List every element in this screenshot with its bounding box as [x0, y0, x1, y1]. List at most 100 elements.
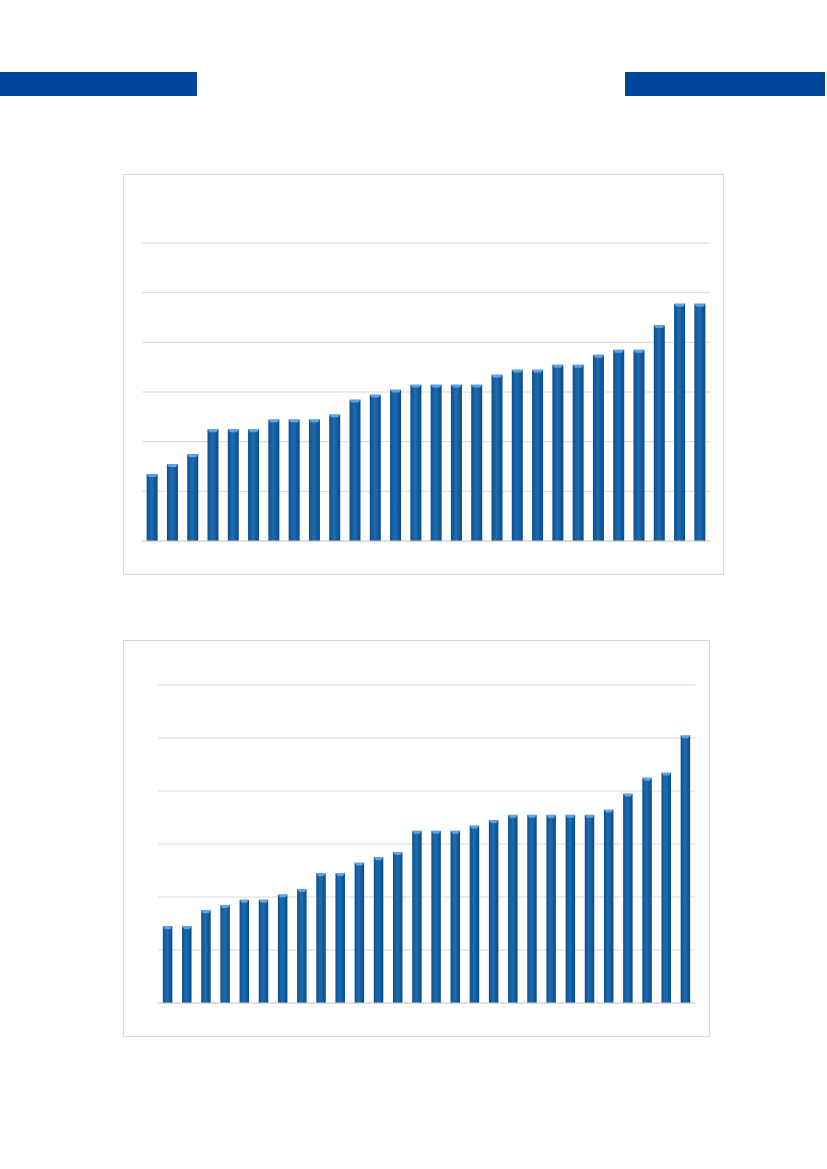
bar-cap: [412, 830, 422, 834]
bar: [584, 814, 595, 1003]
header-bar-left: [0, 72, 197, 96]
bar-cap: [572, 364, 584, 368]
bar: [277, 894, 288, 1003]
bar: [201, 910, 211, 1003]
bar-cap: [642, 777, 652, 781]
bar-cap: [584, 814, 595, 818]
bar: [220, 904, 230, 1003]
bar-cap: [623, 793, 633, 797]
bar: [390, 389, 402, 541]
bar-cap: [653, 324, 665, 328]
bar-cap: [546, 814, 556, 818]
bar: [239, 899, 250, 1003]
bar: [166, 464, 178, 541]
bar: [297, 889, 307, 1003]
bar: [392, 851, 403, 1003]
bar-cap: [488, 820, 499, 824]
bar: [373, 857, 384, 1003]
bar: [162, 926, 173, 1003]
bar-cap: [354, 862, 365, 866]
bar: [316, 873, 326, 1003]
bar-cap: [297, 889, 307, 893]
bar: [527, 814, 537, 1003]
bar-cap: [288, 419, 300, 423]
bar: [491, 374, 503, 541]
bar: [572, 364, 584, 541]
bar-cap: [431, 830, 441, 834]
bar: [603, 809, 614, 1003]
bar: [552, 364, 564, 541]
bar-cap: [258, 899, 269, 903]
bar: [369, 394, 381, 541]
bar: [613, 349, 625, 541]
bar: [642, 777, 652, 1003]
bar: [469, 825, 480, 1003]
bar: [268, 419, 280, 541]
bar: [430, 384, 442, 541]
bar: [248, 429, 260, 541]
bar-cap: [633, 349, 645, 353]
bar-cap: [592, 354, 604, 358]
bar-cap: [308, 419, 320, 423]
bar: [308, 419, 320, 541]
bar-cap: [552, 364, 564, 368]
bar: [450, 384, 462, 541]
bar: [508, 814, 518, 1003]
bar-cap: [471, 384, 483, 388]
bar-cap: [207, 429, 219, 433]
bar-cap: [565, 814, 576, 818]
bar-cap: [603, 809, 614, 813]
bar: [623, 793, 633, 1003]
bar-cap: [369, 394, 381, 398]
bar-cap: [316, 873, 326, 877]
bar-cap: [508, 814, 518, 818]
bar: [412, 830, 422, 1003]
bar-cap: [511, 369, 523, 373]
bar: [258, 899, 269, 1003]
bar-cap: [373, 857, 384, 861]
bar-cap: [469, 825, 480, 829]
bar: [182, 926, 192, 1003]
bar-cap: [162, 926, 173, 930]
bar: [680, 735, 691, 1003]
bar-chart-1: [123, 174, 724, 575]
bar-cap: [146, 473, 158, 477]
bar-cap: [277, 894, 288, 898]
bar: [335, 873, 345, 1003]
bar-cap: [201, 910, 211, 914]
bar: [565, 814, 576, 1003]
bar: [349, 399, 361, 541]
bar-cap: [268, 419, 280, 423]
bar: [146, 473, 158, 541]
bar-cap: [674, 303, 686, 307]
bar-cap: [613, 349, 625, 353]
bar-cap: [239, 899, 250, 903]
bar-cap: [661, 772, 671, 776]
header-bar-right: [625, 72, 825, 96]
bar: [471, 384, 483, 541]
bar-cap: [182, 926, 192, 930]
bar: [653, 324, 665, 541]
bar-cap: [694, 303, 706, 307]
bar: [450, 830, 461, 1003]
bar: [633, 349, 645, 541]
bar: [592, 354, 604, 541]
bar: [187, 454, 199, 541]
bar-cap: [187, 454, 199, 458]
bar: [410, 384, 422, 541]
bar-cap: [532, 369, 544, 373]
bar-cap: [329, 414, 341, 418]
bar-cap: [450, 384, 462, 388]
bar-cap: [166, 464, 178, 468]
bar-cap: [410, 384, 422, 388]
bar-cap: [248, 429, 260, 433]
bar-cap: [392, 851, 403, 855]
bar-cap: [349, 399, 361, 403]
bar: [661, 772, 671, 1003]
bar: [511, 369, 523, 541]
bar-cap: [527, 814, 537, 818]
bar-cap: [390, 389, 402, 393]
bar-chart-2: [123, 640, 710, 1037]
bar: [674, 303, 686, 541]
bar-chart-2-plot: [158, 684, 695, 1004]
